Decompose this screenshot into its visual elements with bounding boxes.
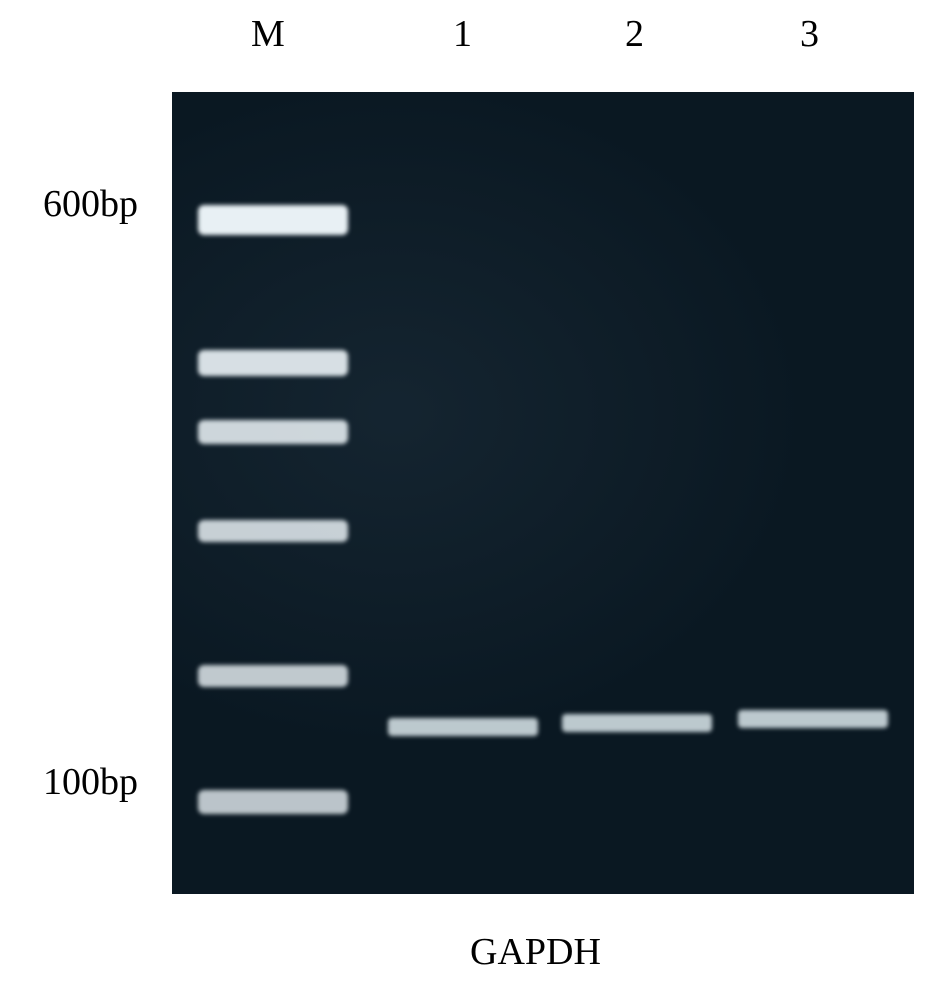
gel-image [172, 92, 914, 894]
ladder-band-400 [198, 420, 348, 444]
lane-label-marker: M [251, 12, 285, 56]
lane-label-3: 3 [800, 12, 819, 56]
lane-label-2: 2 [625, 12, 644, 56]
sample-band-lane1 [388, 718, 538, 736]
lane-labels-row: M 1 2 3 [0, 12, 936, 72]
lane-label-1: 1 [453, 12, 472, 56]
ladder-band-100 [198, 790, 348, 814]
size-label-600bp: 600bp [43, 182, 138, 226]
sample-band-lane3 [738, 710, 888, 728]
sample-band-lane2 [562, 714, 712, 732]
size-label-100bp: 100bp [43, 760, 138, 804]
ladder-band-500 [198, 350, 348, 376]
gel-caption: GAPDH [470, 930, 601, 974]
ladder-band-300 [198, 520, 348, 542]
ladder-band-200 [198, 665, 348, 687]
ladder-band-600 [198, 205, 348, 235]
